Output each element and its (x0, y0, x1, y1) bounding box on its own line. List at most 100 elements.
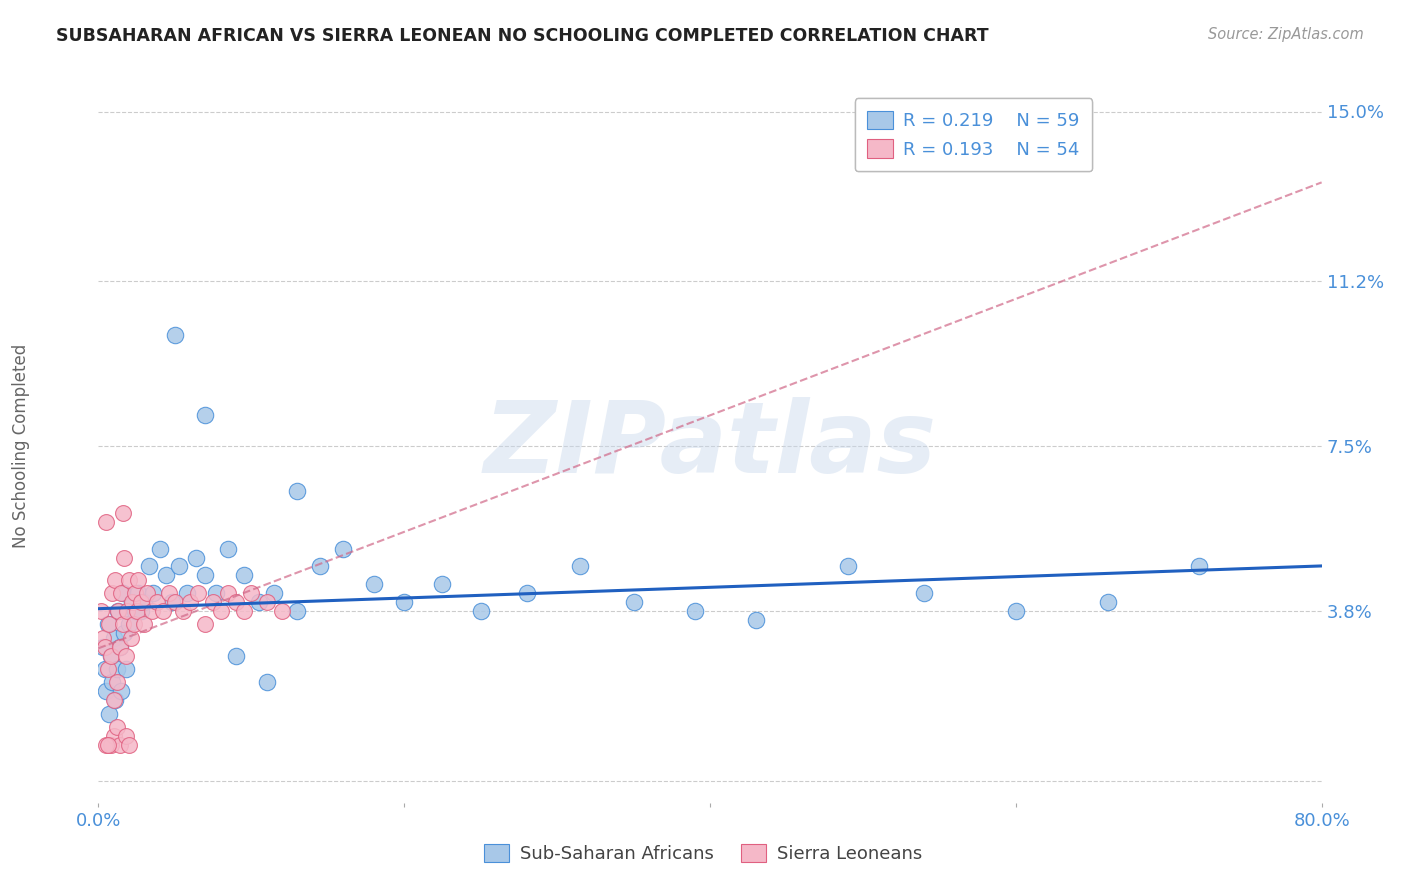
Point (225, 595, 247, 609)
Point (169, 559, 191, 574)
Point (309, 559, 332, 574)
Point (118, 738, 141, 752)
Point (127, 586, 149, 600)
Point (163, 595, 186, 609)
Point (107, 604, 129, 618)
Point (270, 604, 292, 618)
Point (112, 550, 135, 565)
Point (141, 604, 163, 618)
Point (232, 568, 254, 582)
Legend: Sub-Saharan Africans, Sierra Leoneans: Sub-Saharan Africans, Sierra Leoneans (472, 833, 934, 874)
Point (105, 662, 128, 676)
Point (97, 617, 120, 632)
Point (569, 559, 592, 574)
Point (152, 604, 174, 618)
Point (108, 640, 131, 654)
Point (115, 648, 138, 663)
Point (332, 541, 354, 556)
Point (121, 595, 143, 609)
Point (104, 573, 127, 587)
Point (217, 586, 239, 600)
Point (98, 617, 121, 632)
Point (121, 595, 143, 609)
Point (172, 604, 194, 618)
Point (179, 595, 201, 609)
Point (432, 577, 454, 591)
Point (125, 604, 148, 618)
Point (157, 586, 180, 600)
Point (194, 408, 217, 422)
Point (285, 604, 308, 618)
Point (217, 541, 239, 556)
Point (209, 604, 232, 618)
Point (136, 586, 159, 600)
Point (160, 595, 183, 609)
Point (837, 559, 859, 574)
Point (285, 483, 308, 498)
Point (94, 684, 117, 698)
Point (91, 631, 114, 645)
Point (176, 586, 198, 600)
Point (103, 693, 125, 707)
Point (225, 648, 247, 663)
Point (683, 604, 706, 618)
Point (232, 604, 254, 618)
Point (256, 595, 278, 609)
Point (142, 586, 165, 600)
Point (127, 573, 149, 587)
Text: SUBSAHARAN AFRICAN VS SIERRA LEONEAN NO SCHOOLING COMPLETED CORRELATION CHART: SUBSAHARAN AFRICAN VS SIERRA LEONEAN NO … (56, 27, 988, 45)
Point (104, 693, 127, 707)
Point (1097, 595, 1119, 609)
Text: ZIPatlas: ZIPatlas (484, 398, 936, 494)
Point (129, 604, 152, 618)
Point (93, 640, 115, 654)
Point (91, 640, 114, 654)
Point (516, 586, 538, 600)
Point (97, 738, 120, 752)
Point (194, 568, 217, 582)
Point (110, 586, 132, 600)
Point (194, 617, 217, 632)
Point (134, 617, 156, 632)
Point (111, 617, 134, 632)
Point (256, 675, 278, 690)
Point (1004, 604, 1026, 618)
Point (120, 631, 142, 645)
Point (202, 595, 225, 609)
Point (363, 577, 385, 591)
Point (745, 613, 768, 627)
Point (110, 684, 132, 698)
Point (122, 617, 145, 632)
Point (138, 559, 160, 574)
Point (100, 648, 122, 663)
Point (100, 648, 122, 663)
Point (240, 586, 263, 600)
Point (155, 568, 177, 582)
Point (118, 617, 141, 632)
Point (187, 586, 209, 600)
Point (111, 586, 134, 600)
Point (103, 729, 125, 743)
Point (470, 604, 492, 618)
Point (90, 604, 112, 618)
Point (134, 595, 156, 609)
Text: Source: ZipAtlas.com: Source: ZipAtlas.com (1208, 27, 1364, 42)
Point (112, 626, 135, 640)
Point (124, 604, 146, 618)
Point (101, 586, 124, 600)
Point (129, 595, 152, 609)
Point (186, 550, 208, 565)
Point (263, 586, 285, 600)
Point (149, 541, 172, 556)
Point (115, 662, 138, 676)
Point (105, 675, 128, 690)
Point (1188, 559, 1211, 574)
Legend: R = 0.219    N = 59, R = 0.193    N = 54: R = 0.219 N = 59, R = 0.193 N = 54 (855, 98, 1092, 171)
Point (100, 738, 122, 752)
Point (111, 506, 134, 520)
Point (623, 595, 645, 609)
Point (108, 640, 131, 654)
Point (205, 586, 228, 600)
Point (118, 573, 141, 587)
Point (108, 738, 131, 752)
